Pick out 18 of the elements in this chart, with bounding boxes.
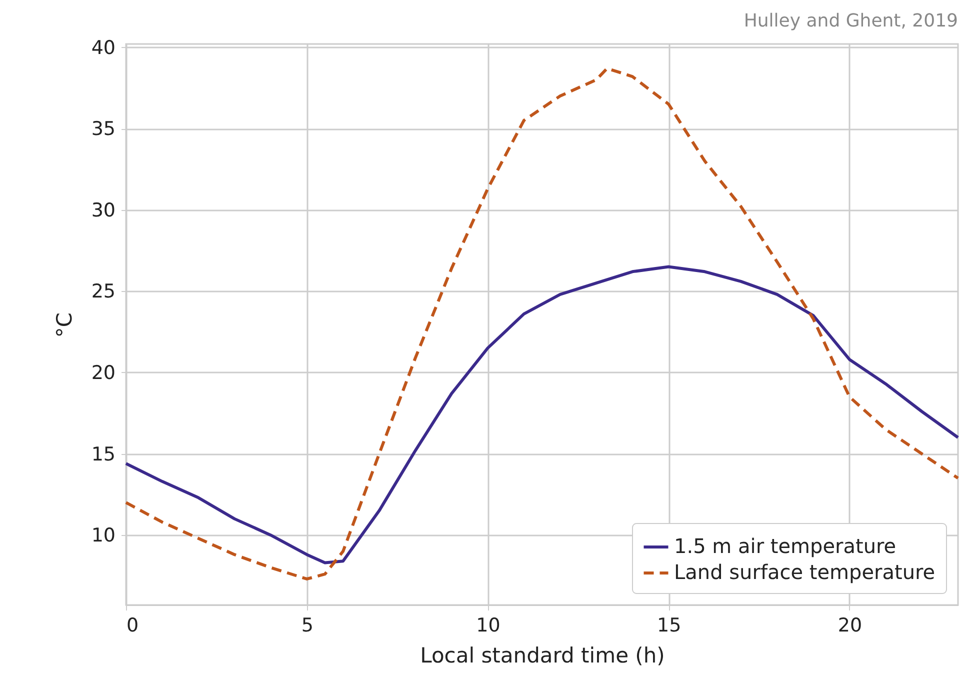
legend-label: Land surface temperature [674, 560, 936, 584]
x-tick-label: 0 [126, 614, 139, 636]
y-tick-label: 40 [91, 36, 116, 59]
text: Hulley and Ghent, 2019 [744, 10, 958, 32]
legend-label: 1.5 m air temperature [674, 534, 896, 558]
y-tick-label: 20 [91, 362, 116, 384]
y-tick-label: 30 [91, 199, 116, 222]
x-tick-label: 20 [838, 614, 862, 636]
x-tick-label: 10 [476, 614, 500, 636]
x-tick-label: 5 [301, 614, 314, 636]
y-tick-label: 15 [91, 443, 116, 466]
x-tick-label: 15 [657, 614, 682, 636]
y-axis-title: °C [52, 312, 76, 338]
y-tick-label: 25 [91, 280, 116, 303]
y-tick-label: 35 [91, 118, 116, 140]
line-series [124, 265, 960, 564]
x-axis-title: Local standard time (h) [420, 644, 665, 668]
y-tick-label: 10 [91, 524, 116, 547]
